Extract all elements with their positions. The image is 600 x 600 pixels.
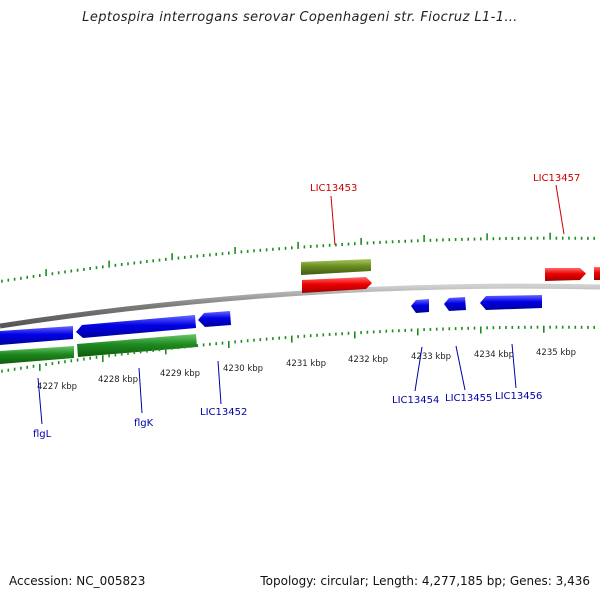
gene-label-LIC13453[interactable]: LIC13453 — [310, 183, 357, 194]
gene-flgL[interactable] — [0, 326, 73, 345]
leader-LIC13452 — [217, 360, 222, 405]
leader-flgL — [37, 377, 43, 425]
gene-label-LIC13456[interactable]: LIC13456 — [495, 391, 542, 402]
tick-label-4234: 4234 kbp — [474, 350, 514, 360]
cds-flgK[interactable] — [77, 334, 197, 357]
leader-LIC13457 — [555, 184, 565, 235]
gene-LIC13456[interactable] — [480, 295, 542, 310]
cds-LIC13453[interactable] — [301, 259, 371, 275]
reverse-ticks — [1, 325, 596, 373]
leader-LIC13455 — [455, 345, 466, 391]
leader-LIC13454 — [414, 346, 423, 392]
gene-label-flgL[interactable]: flgL — [33, 429, 52, 440]
tick-label-4230: 4230 kbp — [223, 364, 263, 374]
gene-label-LIC13452[interactable]: LIC13452 — [200, 407, 247, 418]
gene-LIC13452[interactable] — [198, 311, 231, 327]
gene-flgK[interactable] — [76, 315, 196, 338]
gene-LIC13453[interactable] — [302, 277, 372, 293]
tick-label-4229: 4229 kbp — [160, 369, 200, 379]
tick-label-4233: 4233 kbp — [411, 352, 451, 362]
leader-flgK — [138, 367, 143, 414]
tick-label-4235: 4235 kbp — [536, 348, 576, 358]
tick-label-4231: 4231 kbp — [286, 359, 326, 369]
gene-label-LIC13455[interactable]: LIC13455 — [445, 393, 492, 404]
gene-label-LIC13457[interactable]: LIC13457 — [533, 173, 580, 184]
map-title: Leptospira interrogans serovar Copenhage… — [82, 10, 518, 25]
gene-LIC13454[interactable] — [411, 299, 429, 313]
forward-ticks — [1, 232, 596, 283]
gene-LIC13457[interactable] — [545, 268, 586, 281]
genome-backbone — [0, 283, 600, 329]
topology-info: Topology: circular; Length: 4,277,185 bp… — [260, 574, 590, 588]
leader-LIC13453 — [330, 195, 336, 246]
gene-label-flgK[interactable]: flgK — [134, 418, 154, 429]
gene-LIC13455[interactable] — [444, 297, 466, 311]
cds-flgL[interactable] — [0, 346, 74, 364]
accession-info: Accession: NC_005823 — [9, 574, 146, 588]
leader-LIC13456 — [511, 343, 517, 389]
tick-label-4227: 4227 kbp — [37, 382, 77, 392]
tick-label-4232: 4232 kbp — [348, 355, 388, 365]
tick-label-4228: 4228 kbp — [98, 375, 138, 385]
gene-LIC13458[interactable] — [594, 267, 600, 280]
gene-label-LIC13454[interactable]: LIC13454 — [392, 395, 439, 406]
